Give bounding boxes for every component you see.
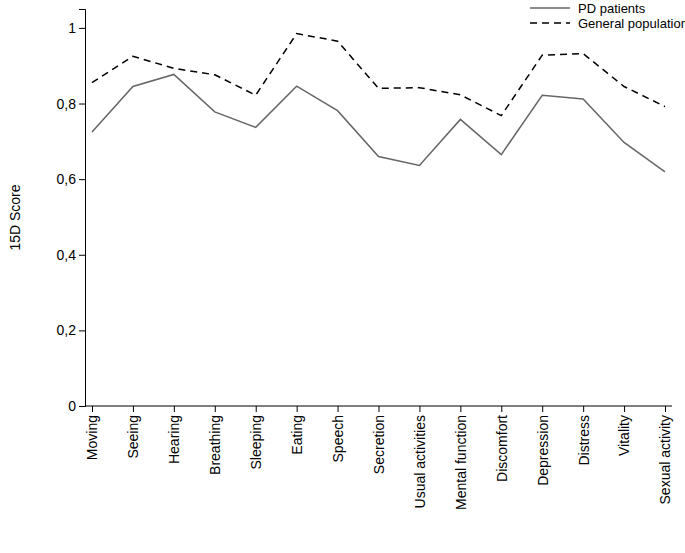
y-tick-label: 1 [68,20,76,36]
x-tick-label: Sexual activity [657,415,673,504]
x-tick-label: Distress [576,415,592,466]
x-tick-mark [419,406,420,412]
x-tick-mark [542,406,543,412]
x-tick-mark [92,406,93,412]
y-tick-mark [79,28,85,29]
x-tick-label: Speech [330,415,346,462]
x-tick-mark [256,406,257,412]
y-tick: 0,4 [57,247,85,263]
y-tick: 0 [68,398,85,414]
legend-swatch [530,7,570,9]
x-tick: Sexual activity [657,406,673,504]
x-tick-mark [174,406,175,412]
x-tick-label: Breathing [207,415,223,475]
y-tick: 1 [68,20,85,36]
series-line [92,34,665,116]
x-tick-mark [501,406,502,412]
legend: PD patientsGeneral population [530,1,685,31]
x-tick-mark [133,406,134,412]
x-tick-mark [665,406,666,412]
x-tick-mark [379,406,380,412]
legend-label: General population [578,16,685,31]
x-tick-mark [338,406,339,412]
y-tick-mark [79,406,85,407]
x-tick-label: Moving [84,415,100,460]
y-tick: 0,6 [57,171,85,187]
y-tick: 0,8 [57,96,85,112]
x-tick: Breathing [207,406,223,475]
x-tick-label: Hearing [166,415,182,464]
legend-label: PD patients [578,1,646,16]
y-tick-mark [79,255,85,256]
x-tick-label: Depression [535,415,551,486]
x-tick: Moving [84,406,100,460]
y-tick-label: 0 [68,398,76,414]
y-tick-mark [79,104,85,105]
legend-swatch [530,22,570,24]
x-tick: Mental function [453,406,469,510]
x-tick-label: Eating [289,415,305,455]
x-tick: Depression [535,406,551,486]
x-tick-mark [583,406,584,412]
x-tick: Vitality [616,406,632,456]
x-tick: Seeing [125,406,141,459]
x-tick: Distress [576,406,592,466]
y-tick-label: 0,6 [57,171,77,187]
plot-area [92,34,665,172]
y-axis: 0 0,2 0,4 0,6 0,8 1 [57,10,86,414]
x-tick: Secretion [371,406,387,474]
x-tick-mark [624,406,625,412]
x-tick-label: Secretion [371,415,387,474]
x-tick-mark [460,406,461,412]
y-tick-mark [79,179,85,180]
y-tick-mark [79,330,85,331]
series-line [92,74,665,172]
x-axis: Moving Seeing Hearing Breathing Sleeping Eati… [84,406,673,510]
x-tick-label: Discomfort [494,415,510,482]
x-tick-label: Seeing [125,415,141,459]
chart: 0 0,2 0,4 0,6 0,8 1 Moving Seeing Hearing Breathi… [0,0,685,553]
x-tick: Discomfort [494,406,510,482]
y-tick: 0,2 [57,322,85,338]
x-tick-mark [297,406,298,412]
y-tick-label: 0,2 [57,322,77,338]
x-tick: Sleeping [248,406,264,470]
y-axis-title: 15D Score [7,184,23,250]
x-tick-mark [215,406,216,412]
x-tick: Speech [330,406,346,462]
y-axis-line [79,10,86,407]
y-tick-label: 0,4 [57,247,77,263]
x-tick-label: Usual activities [412,415,428,508]
x-tick-label: Mental function [453,415,469,510]
x-tick: Eating [289,406,305,455]
x-tick: Usual activities [412,406,428,508]
x-tick-label: Sleeping [248,415,264,470]
y-tick-label: 0,8 [57,96,77,112]
x-tick-label: Vitality [616,415,632,456]
x-tick: Hearing [166,406,182,464]
